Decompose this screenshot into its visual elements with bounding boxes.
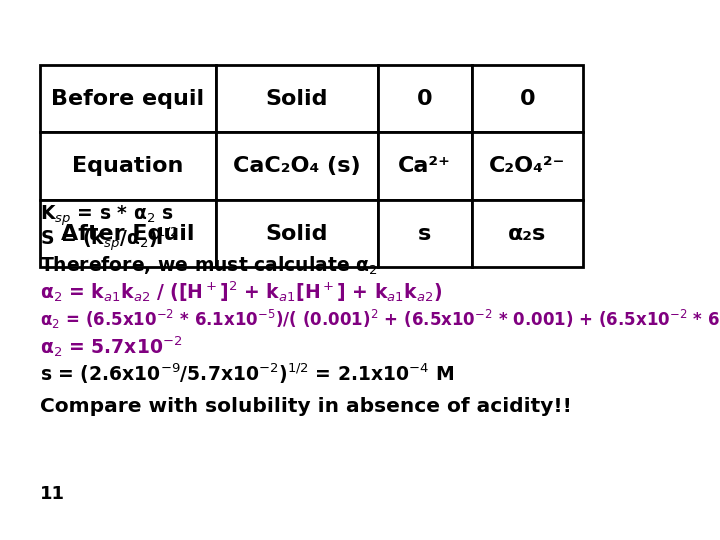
Text: Before equil: Before equil — [51, 89, 204, 109]
FancyBboxPatch shape — [378, 200, 472, 267]
FancyBboxPatch shape — [378, 132, 472, 200]
Text: α$_2$ = k$_{a1}$k$_{a2}$ / ([H$^+$]$^2$ + k$_{a1}$[H$^+$] + k$_{a1}$k$_{a2}$): α$_2$ = k$_{a1}$k$_{a2}$ / ([H$^+$]$^2$ … — [40, 279, 442, 304]
Text: Solid: Solid — [266, 89, 328, 109]
Text: Therefore, we must calculate α$_2$: Therefore, we must calculate α$_2$ — [40, 254, 377, 277]
Text: s: s — [418, 224, 431, 244]
Text: Equation: Equation — [72, 156, 184, 176]
FancyBboxPatch shape — [216, 200, 378, 267]
FancyBboxPatch shape — [472, 200, 583, 267]
Text: C₂O₄²⁻: C₂O₄²⁻ — [489, 156, 566, 176]
Text: S = (k$_{sp}$/α$_2$)$^{1/2}$: S = (k$_{sp}$/α$_2$)$^{1/2}$ — [40, 226, 178, 254]
Text: α$_2$ = (6.5x10$^{-2}$ * 6.1x10$^{-5}$)/( (0.001)$^2$ + (6.5x10$^{-2}$ * 0.001) : α$_2$ = (6.5x10$^{-2}$ * 6.1x10$^{-5}$)/… — [40, 308, 720, 331]
FancyBboxPatch shape — [216, 132, 378, 200]
Text: 0: 0 — [417, 89, 433, 109]
FancyBboxPatch shape — [40, 200, 216, 267]
Text: Compare with solubility in absence of acidity!!: Compare with solubility in absence of ac… — [40, 396, 572, 416]
FancyBboxPatch shape — [472, 65, 583, 132]
Text: Solid: Solid — [266, 224, 328, 244]
Text: 0: 0 — [520, 89, 535, 109]
FancyBboxPatch shape — [378, 65, 472, 132]
Text: 11: 11 — [40, 485, 65, 503]
FancyBboxPatch shape — [216, 65, 378, 132]
Text: K$_{sp}$ = s * α$_2$ s: K$_{sp}$ = s * α$_2$ s — [40, 204, 174, 228]
FancyBboxPatch shape — [472, 132, 583, 200]
Text: CaC₂O₄ (s): CaC₂O₄ (s) — [233, 156, 361, 176]
Text: After Equil: After Equil — [61, 224, 194, 244]
Text: Ca²⁺: Ca²⁺ — [398, 156, 451, 176]
FancyBboxPatch shape — [40, 132, 216, 200]
Text: s = (2.6x10$^{-9}$/5.7x10$^{-2}$)$^{1/2}$ = 2.1x10$^{-4}$ M: s = (2.6x10$^{-9}$/5.7x10$^{-2}$)$^{1/2}… — [40, 361, 454, 386]
Text: α$_2$ = 5.7x10$^{-2}$: α$_2$ = 5.7x10$^{-2}$ — [40, 334, 182, 359]
FancyBboxPatch shape — [40, 65, 216, 132]
Text: α₂s: α₂s — [508, 224, 546, 244]
